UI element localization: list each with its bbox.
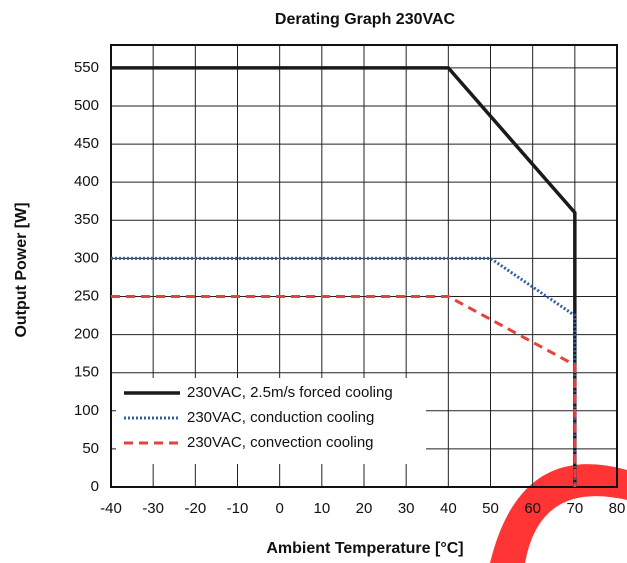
series-line	[111, 294, 577, 487]
y-tick-label: 500	[74, 97, 99, 114]
y-tick-label: 100	[74, 402, 99, 419]
y-tick-label: 400	[74, 173, 99, 190]
y-tick-label: 200	[74, 326, 99, 343]
x-tick-label: 60	[524, 500, 541, 517]
y-tick-label: 0	[91, 478, 99, 495]
x-tick-label: 80	[609, 500, 626, 517]
x-tick-label: -40	[100, 500, 122, 517]
x-tick-label: 0	[275, 500, 283, 517]
chart-title: Derating Graph 230VAC	[275, 11, 456, 28]
x-tick-label: 20	[356, 500, 373, 517]
y-tick-label: 250	[74, 287, 99, 304]
x-tick-label: -30	[142, 500, 164, 517]
x-tick-label: -20	[184, 500, 206, 517]
series-line	[111, 256, 577, 487]
x-tick-label: 30	[398, 500, 415, 517]
x-tick-label: 70	[566, 500, 583, 517]
x-tick-label: 40	[440, 500, 457, 517]
x-tick-label: 10	[313, 500, 330, 517]
watermark	[490, 464, 627, 563]
y-tick-label: 50	[82, 440, 99, 457]
series-line	[111, 66, 577, 487]
y-tick-label: 300	[74, 249, 99, 266]
y-tick-label: 450	[74, 135, 99, 152]
x-tick-label: -10	[227, 500, 249, 517]
x-tick-label: 50	[482, 500, 499, 517]
legend-label: 230VAC, conduction cooling	[187, 409, 374, 426]
y-tick-label: 350	[74, 211, 99, 228]
y-tick-label: 550	[74, 59, 99, 76]
legend-label: 230VAC, 2.5m/s forced cooling	[187, 384, 393, 401]
legend-label: 230VAC, convection cooling	[187, 434, 374, 451]
plot-frame	[110, 44, 618, 488]
y-tick-label: 150	[74, 364, 99, 381]
x-axis-label: Ambient Temperature [°C]	[266, 540, 463, 557]
y-axis-label: Output Power [W]	[13, 202, 30, 337]
